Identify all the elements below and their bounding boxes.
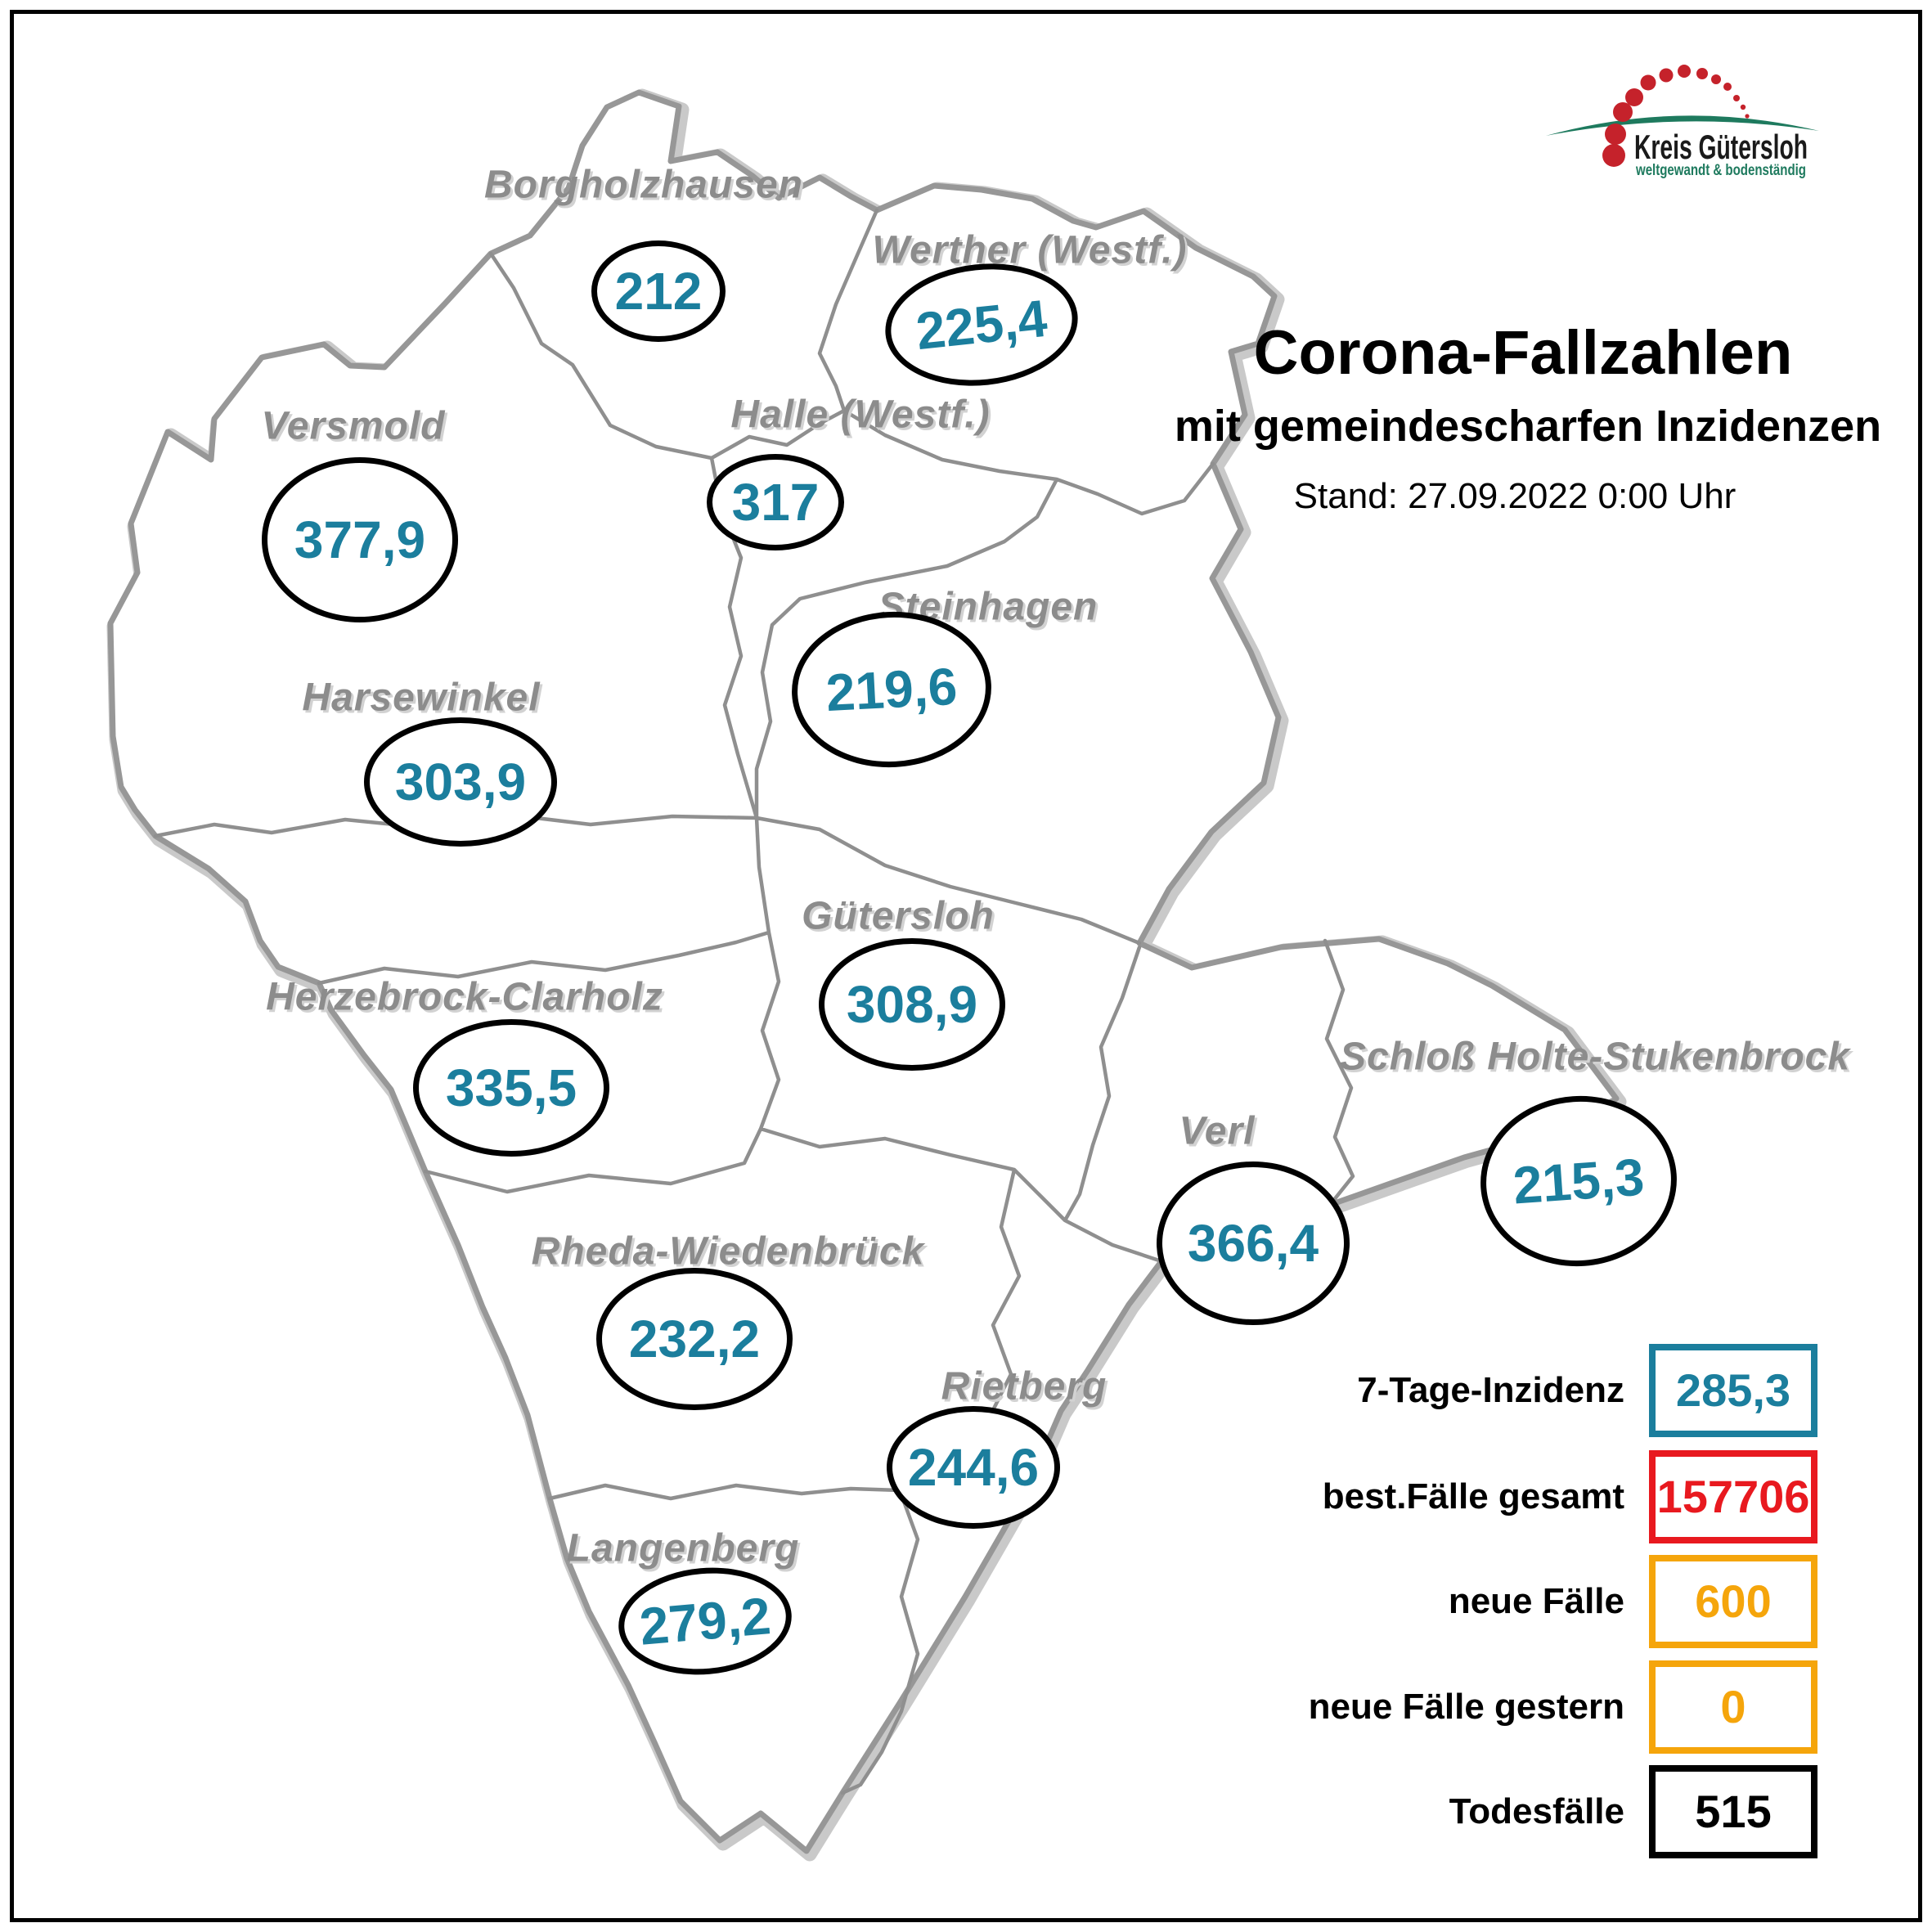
incidence-ellipse-harsewinkel: 303,9 [364,717,557,847]
incidence-ellipse-rietberg: 244,6 [887,1406,1060,1529]
municipality-label-versmold: Versmold [261,404,446,448]
incidence-value-rheda-wiedenbr-ck: 232,2 [628,1310,761,1368]
legend-row-todesfälle: Todesfälle 515 [1260,1764,1817,1859]
municipality-label-harsewinkel: Harsewinkel [302,676,541,720]
municipality-label-schlo-holte-stukenbrock: Schloß Holte-Stukenbrock [1339,1035,1851,1079]
municipality-label-rheda-wiedenbr-ck: Rheda-Wiedenbrück [531,1229,925,1274]
legend-value-neue-fälle-gestern: 0 [1720,1681,1746,1732]
legend-value-todesfälle: 515 [1695,1786,1772,1837]
municipality-label-g-tersloh: Gütersloh [802,894,995,938]
incidence-value-steinhagen: 219,6 [824,656,959,723]
municipality-label-herzebrock-clarholz: Herzebrock-Clarholz [266,975,663,1019]
incidence-value-g-tersloh: 308,9 [846,975,978,1034]
incidence-value-langenberg: 279,2 [637,1586,773,1656]
legend-label-best-fälle-gesamt: best.Fälle gesamt [1322,1476,1624,1516]
incidence-ellipse-versmold: 377,9 [262,457,458,622]
incidence-ellipse-g-tersloh: 308,9 [819,938,1005,1071]
legend-value-box-best-fälle-gesamt: 157706 [1649,1450,1817,1543]
legend-label-todesfälle: Todesfälle [1449,1791,1624,1831]
municipality-label-borgholzhausen: Borgholzhausen [483,163,804,207]
incidence-value-werther-westf: 225,4 [913,288,1050,362]
page-subtitle: mit gemeindescharfen Inzidenzen [1174,402,1882,451]
legend-row-7-tage-inzidenz: 7-Tage-Inzidenz 285,3 [1260,1343,1817,1438]
legend-row-neue-fälle-gestern: neue Fälle gestern 0 [1260,1660,1817,1755]
legend-value-box-neue-fälle-gestern: 0 [1649,1660,1817,1754]
incidence-ellipse-halle-westf: 317 [707,454,844,550]
municipality-label-langenberg: Langenberg [566,1526,800,1570]
incidence-value-borgholzhausen: 212 [614,262,703,321]
logo-swoosh-icon [1546,115,1819,136]
incidence-value-halle-westf: 317 [731,473,820,532]
municipality-label-rietberg: Rietberg [941,1364,1108,1409]
incidence-ellipse-rheda-wiedenbr-ck: 232,2 [596,1268,793,1410]
municipality-label-werther-westf: Werther (Westf.) [872,228,1188,272]
incidence-value-versmold: 377,9 [294,510,426,569]
legend-row-best-fälle-gesamt: best.Fälle gesamt 157706 [1260,1449,1817,1544]
legend-row-neue-fälle: neue Fälle 600 [1260,1554,1817,1649]
legend-value-box-neue-fälle: 600 [1649,1555,1817,1648]
legend-label-neue-fälle: neue Fälle [1448,1581,1624,1621]
logo-dots-arc-icon [1602,65,1750,167]
incidence-ellipse-herzebrock-clarholz: 335,5 [413,1019,609,1157]
page-title: Corona-Fallzahlen [1253,318,1793,388]
kreis-guetersloh-logo: Kreis Gütersloh weltgewandt & bodenständ… [1536,61,1921,191]
logo-title: Kreis Gütersloh [1634,128,1808,166]
legend-value-7-tage-inzidenz: 285,3 [1675,1364,1791,1416]
municipality-label-verl: Verl [1179,1109,1256,1153]
legend-value-box-7-tage-inzidenz: 285,3 [1649,1344,1817,1437]
logo-tagline: weltgewandt & bodenständig [1635,162,1806,179]
legend-value-neue-fälle: 600 [1695,1575,1772,1627]
municipal-borders [153,208,1355,1795]
legend-label-neue-fälle-gestern: neue Fälle gestern [1308,1687,1624,1727]
incidence-value-herzebrock-clarholz: 335,5 [445,1058,577,1117]
incidence-value-schlo-holte-stukenbrock: 215,3 [1511,1147,1647,1215]
municipality-label-halle-westf: Halle (Westf.) [730,393,991,437]
incidence-value-harsewinkel: 303,9 [394,753,527,811]
legend-label-7-tage-inzidenz: 7-Tage-Inzidenz [1357,1370,1624,1410]
incidence-value-rietberg: 244,6 [907,1438,1040,1497]
legend-value-box-todesfälle: 515 [1649,1765,1817,1858]
incidence-value-verl: 366,4 [1187,1214,1319,1273]
data-timestamp: Stand: 27.09.2022 0:00 Uhr [1293,476,1737,516]
incidence-ellipse-borgholzhausen: 212 [591,240,726,342]
legend-value-best-fälle-gesamt: 157706 [1656,1471,1810,1522]
logo-artwork: Kreis Gütersloh weltgewandt & bodenständ… [1546,65,1819,179]
incidence-ellipse-verl: 366,4 [1157,1161,1350,1325]
